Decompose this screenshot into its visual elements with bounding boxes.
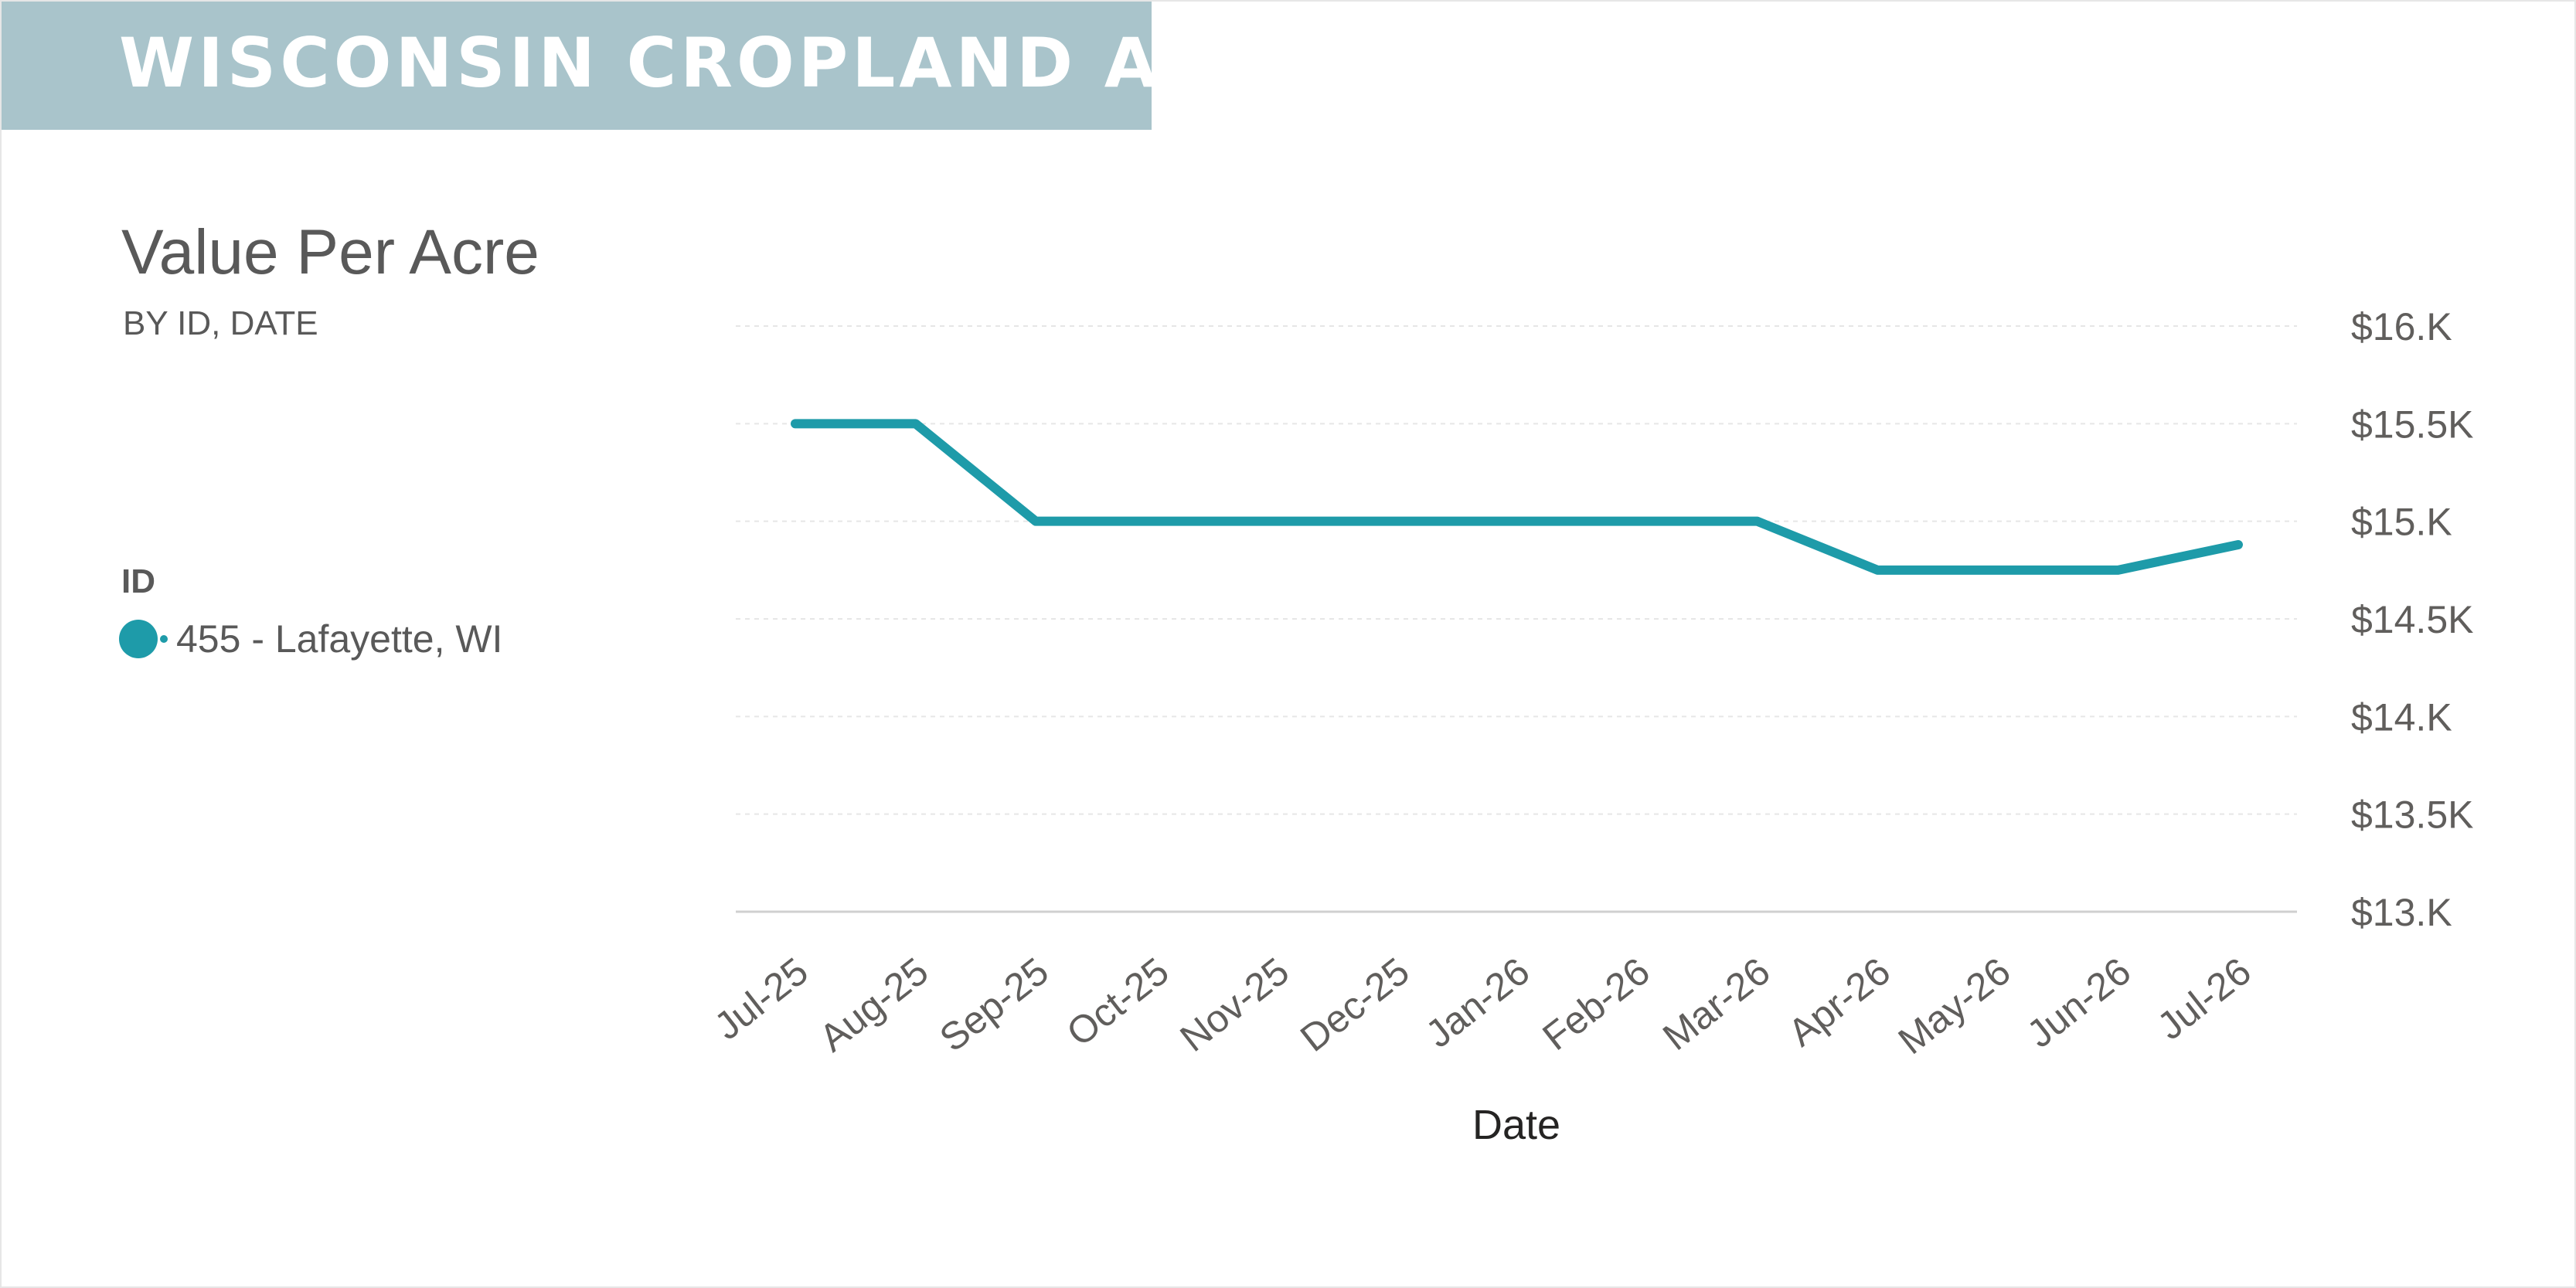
series-line[interactable] xyxy=(791,419,2243,575)
y-tick-label: $15.5K xyxy=(2351,403,2473,446)
x-tick-label: May-26 xyxy=(1890,950,2019,1063)
report-banner: WISCONSIN CROPLAND A xyxy=(2,2,1157,130)
legend-title: ID xyxy=(121,562,155,600)
x-tick-label: Dec-25 xyxy=(1292,950,1417,1060)
series-lines xyxy=(791,419,2243,575)
x-tick-label: Oct-25 xyxy=(1059,950,1177,1055)
x-axis-title: Date xyxy=(1472,1102,1560,1148)
x-tick-label: Jul-26 xyxy=(2149,950,2259,1048)
legend-marker-icon xyxy=(119,620,168,658)
chart-title: Value Per Acre xyxy=(121,217,539,287)
x-tick-label: Jun-26 xyxy=(2019,950,2139,1056)
x-tick-label: Aug-25 xyxy=(812,950,937,1060)
x-tick-label: Jul-25 xyxy=(706,950,816,1048)
x-tick-label: Mar-26 xyxy=(1655,950,1778,1059)
x-tick-label: Feb-26 xyxy=(1535,950,1658,1059)
x-tick-label: Nov-25 xyxy=(1172,950,1297,1060)
y-tick-label: $14.5K xyxy=(2351,598,2473,641)
x-tick-label: Jan-26 xyxy=(1417,950,1537,1056)
chart-subtitle: BY ID, DATE xyxy=(123,304,318,342)
y-tick-label: $15.K xyxy=(2351,501,2452,544)
y-tick-label: $14.K xyxy=(2351,695,2452,739)
x-tick-label: Apr-26 xyxy=(1780,950,1898,1055)
legend-item-455-lafayette[interactable]: 455 - Lafayette, WI xyxy=(119,616,502,662)
y-axis-ticks: $13.K $13.5K $14.K $14.5K $15.K $15.5K $16.K xyxy=(2351,305,2473,934)
y-tick-label: $13.5K xyxy=(2351,794,2473,837)
x-tick-label: Sep-25 xyxy=(931,950,1057,1060)
legend-label: 455 - Lafayette, WI xyxy=(176,617,503,661)
y-tick-label: $13.K xyxy=(2351,891,2452,934)
report-title: WISCONSIN CROPLAND A xyxy=(119,23,1161,103)
y-tick-label: $16.K xyxy=(2351,305,2452,348)
gridlines xyxy=(736,325,2297,913)
